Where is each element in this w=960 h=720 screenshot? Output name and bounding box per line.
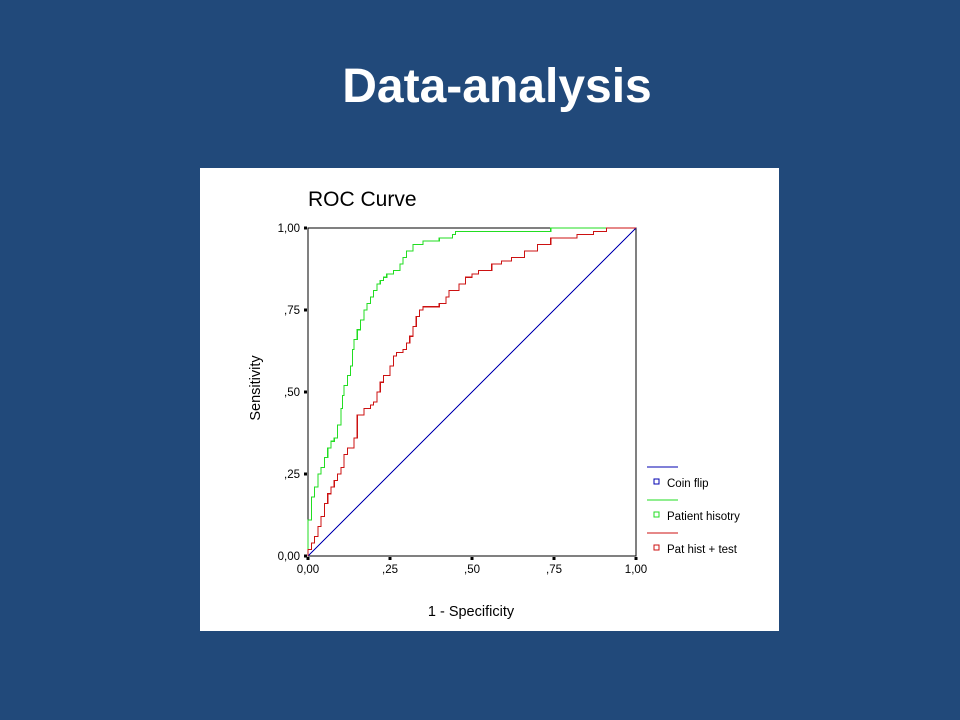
y-axis-label: Sensitivity <box>248 355 264 421</box>
y-tick-label: ,50 <box>284 387 300 399</box>
x-tick-label: 1,00 <box>625 564 647 576</box>
series-line-coin-flip <box>307 227 637 557</box>
chart-panel: ROC Curve 1 - Specificity Sensitivity 0,… <box>200 168 779 631</box>
y-tick-label: ,25 <box>284 469 300 481</box>
roc-chart: ROC Curve 1 - Specificity Sensitivity 0,… <box>248 188 740 620</box>
y-tick-mark <box>304 390 307 394</box>
y-tick-mark <box>304 308 307 312</box>
y-tick-mark <box>304 554 307 558</box>
x-tick-label: ,75 <box>546 564 562 576</box>
x-tick-mark <box>306 557 310 560</box>
x-axis-label: 1 - Specificity <box>428 604 515 620</box>
x-tick-mark <box>388 557 392 560</box>
x-tick-label: ,50 <box>464 564 480 576</box>
y-tick-label: 1,00 <box>278 223 300 235</box>
x-tick-mark <box>552 557 556 560</box>
plot-frame <box>307 227 637 557</box>
x-tick-label: 0,00 <box>297 564 319 576</box>
y-tick-label: ,75 <box>284 305 300 317</box>
legend-marker <box>653 544 660 551</box>
x-tick-mark <box>634 557 638 560</box>
chart-title: ROC Curve <box>308 188 417 211</box>
legend: Coin flip Patient hisotry Pat hist + test <box>647 466 740 556</box>
y-tick-mark <box>304 226 307 230</box>
legend-label: Pat hist + test <box>667 544 738 556</box>
slide-title: Data-analysis <box>342 60 652 113</box>
x-tick-mark <box>470 557 474 560</box>
legend-marker <box>653 511 660 518</box>
series-line-pat-hist-test <box>307 227 636 556</box>
y-tick-mark <box>304 472 307 476</box>
plot-area: 0,00 ,25 ,50 ,75 1,00 0,00 ,25 ,50 ,75 1,00 <box>278 223 648 576</box>
legend-marker <box>653 478 660 485</box>
series-line-patient-hisotry <box>307 227 636 556</box>
x-tick-label: ,25 <box>382 564 398 576</box>
legend-label: Patient hisotry <box>667 511 740 523</box>
y-tick-label: 0,00 <box>278 551 300 563</box>
legend-label: Coin flip <box>667 478 709 490</box>
